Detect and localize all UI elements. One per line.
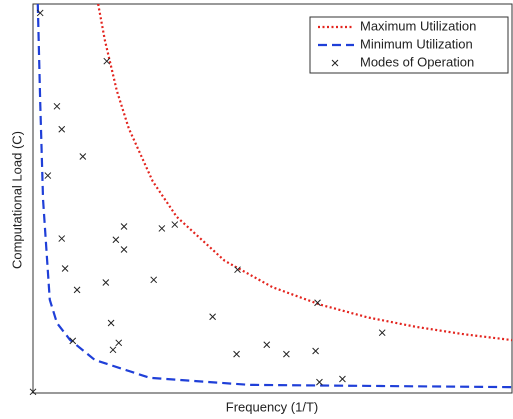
point [314,299,321,307]
curve [97,4,512,342]
point [209,313,216,321]
point [312,347,319,355]
point [112,236,120,244]
point [58,125,66,133]
legend-box [309,16,509,74]
point [378,329,386,337]
legend-label: Maximum Utilization [360,18,476,33]
point [102,279,110,286]
point [107,319,115,327]
point [171,221,179,228]
point [73,286,81,294]
point [234,266,241,274]
point [158,225,166,232]
point [36,9,44,17]
point [120,223,128,230]
point [103,57,111,65]
point [115,339,123,347]
point [150,276,158,284]
point [58,235,66,242]
plot-frame [32,3,513,394]
point [79,153,87,160]
legend-swatch [331,59,339,67]
legend-label: Minimum Utilization [360,36,473,51]
point [69,337,77,345]
point [29,388,37,396]
x-axis-label: Frequency (1/T) [226,399,318,414]
legend-label: Modes of Operation [360,54,474,69]
point [61,265,69,272]
point [109,346,117,354]
point [283,350,290,358]
point [44,172,52,179]
curve [36,4,512,389]
y-axis-label: Computational Load (C) [9,131,24,269]
point [339,375,346,383]
point [263,341,271,349]
point [53,102,61,110]
point [233,350,240,358]
point [120,246,128,253]
point [316,378,323,386]
